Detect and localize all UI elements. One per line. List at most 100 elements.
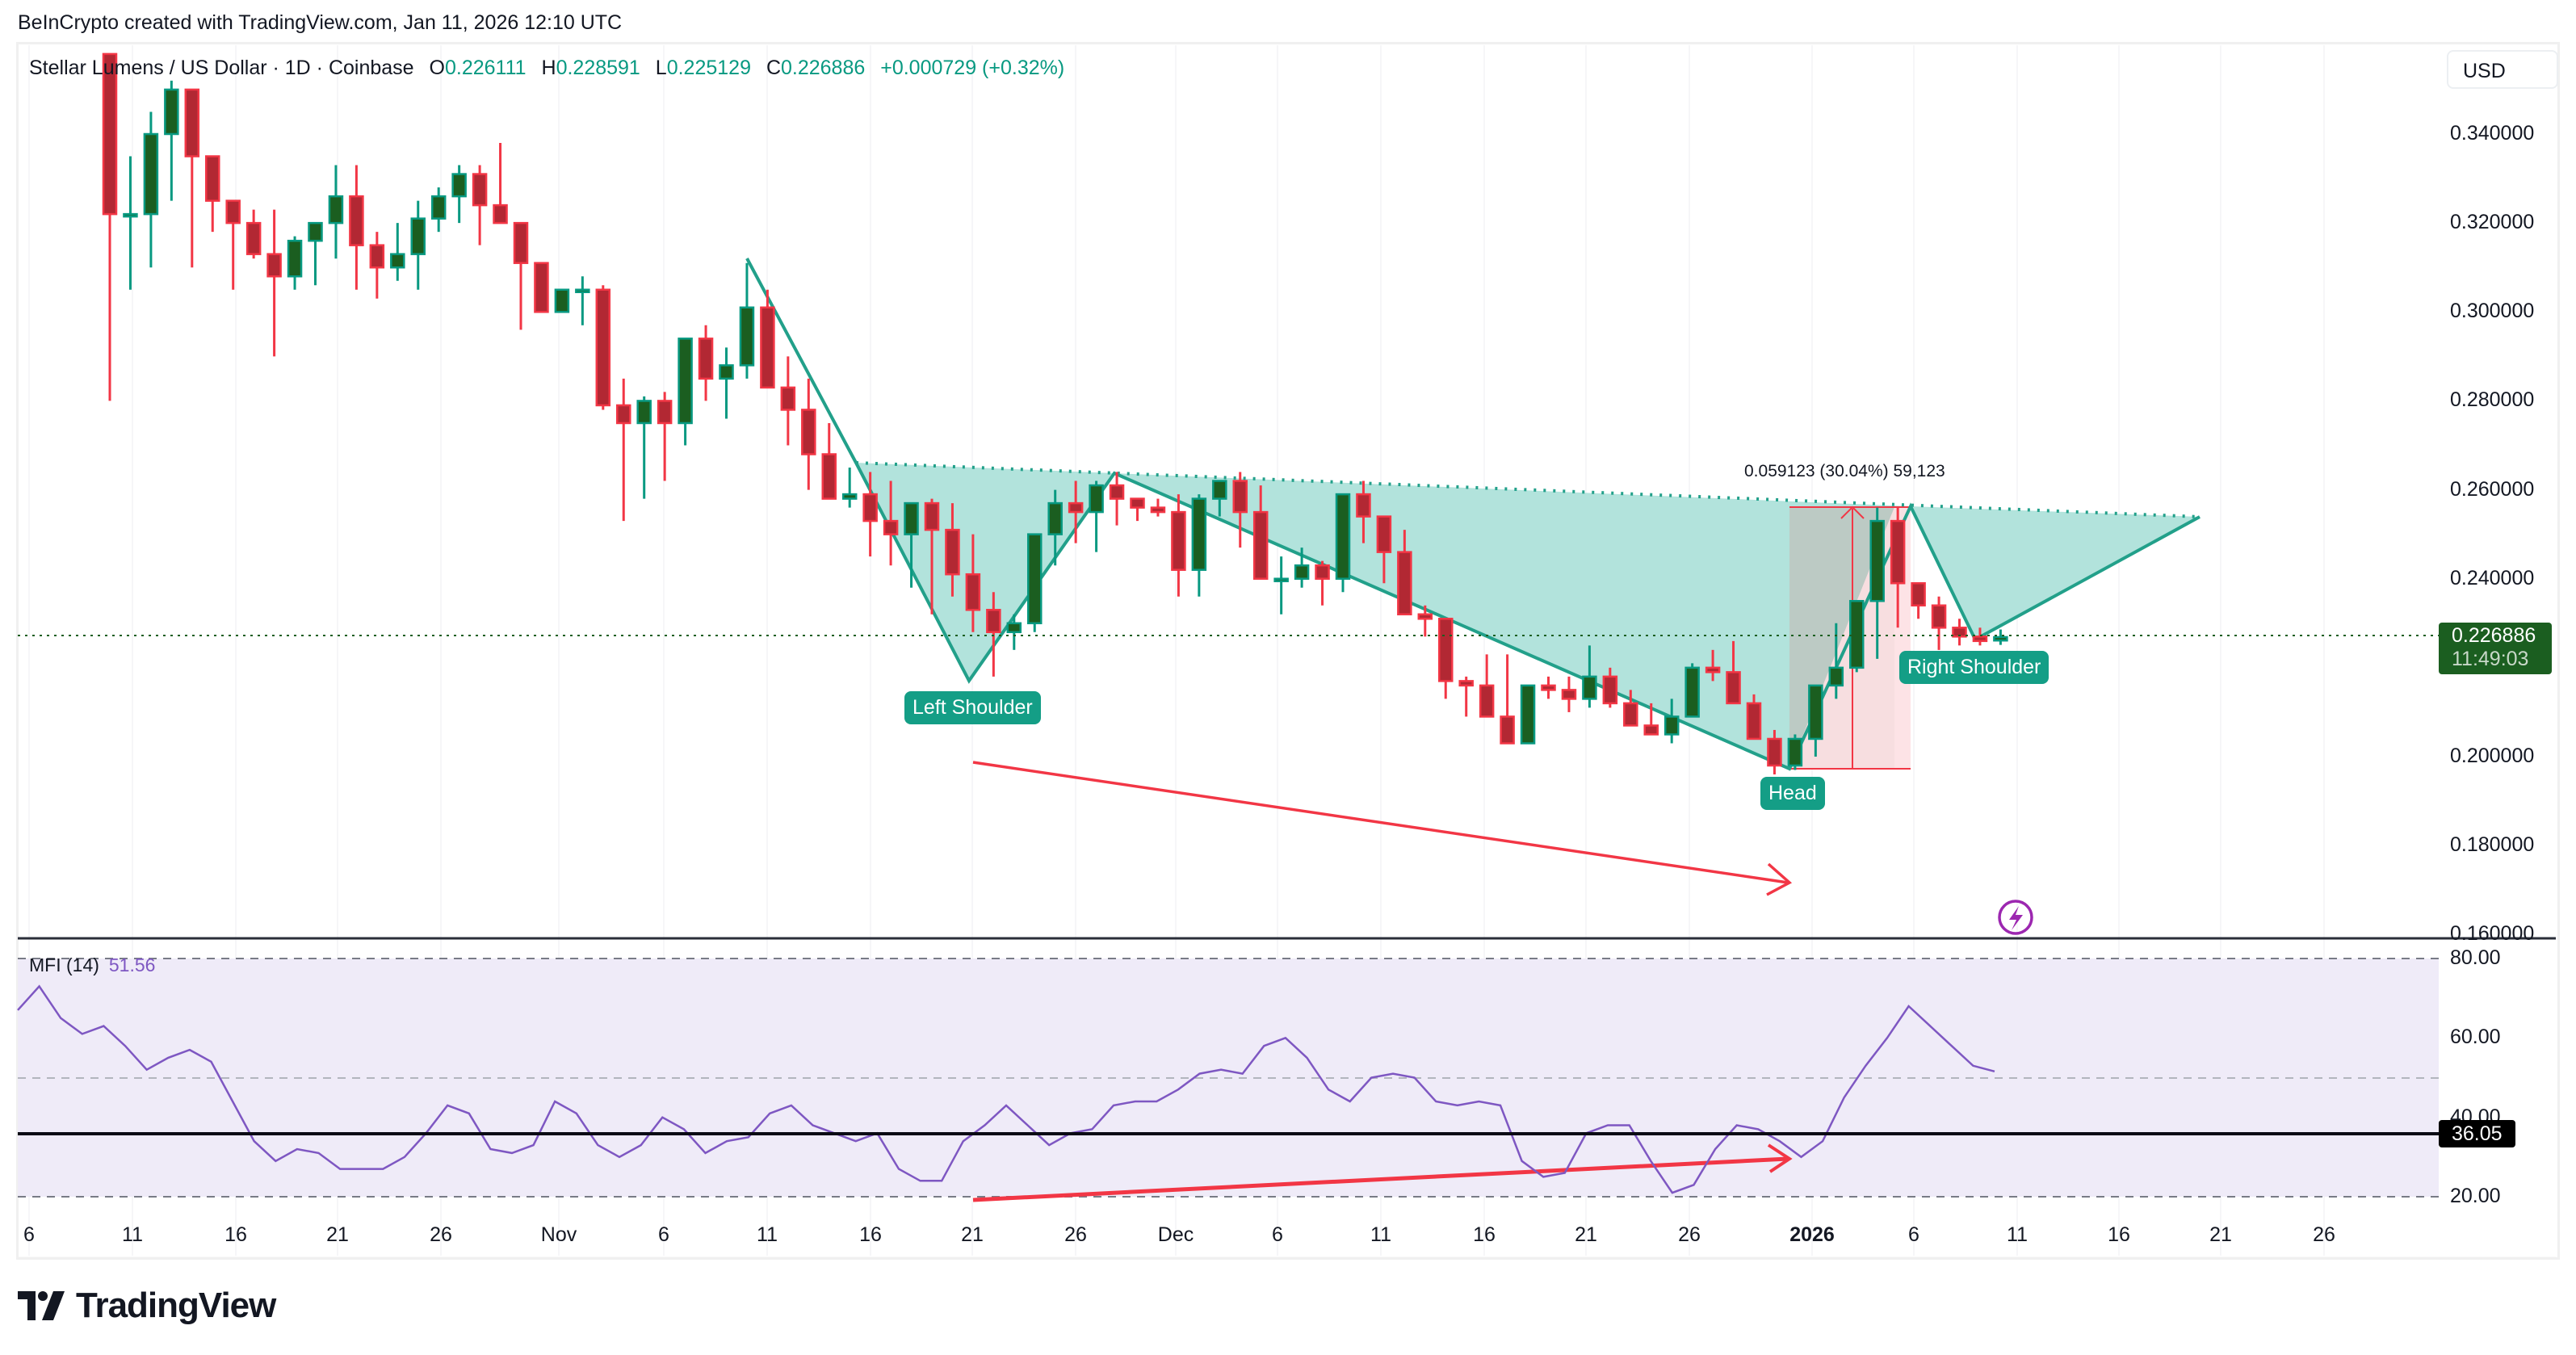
symbol-title[interactable]: Stellar Lumens / US Dollar · 1D · Coinba… <box>29 57 414 79</box>
measure-readout: 0.059123 (30.04%) 59,123 <box>1744 462 1945 480</box>
mfi-title: MFI (14) <box>29 954 99 975</box>
price-tick: 0.340000 <box>2450 122 2535 145</box>
time-tick: 26 <box>1678 1223 1701 1246</box>
candle <box>451 173 467 198</box>
candle <box>1417 613 1433 620</box>
candle <box>513 221 529 264</box>
time-tick: 16 <box>2108 1223 2130 1246</box>
candle <box>1047 501 1063 535</box>
candle <box>102 52 118 216</box>
price-tick: 0.260000 <box>2450 477 2535 501</box>
candle <box>1520 684 1536 745</box>
time-tick: 11 <box>757 1223 778 1246</box>
time-tick: 21 <box>961 1223 984 1246</box>
candle <box>1212 480 1227 500</box>
candle <box>1849 600 1865 669</box>
candles-layer <box>102 52 2008 775</box>
mfi-legend[interactable]: MFI (14) 51.56 <box>29 954 155 976</box>
candle <box>1911 581 1926 607</box>
candle <box>1623 702 1638 727</box>
candle <box>430 195 447 220</box>
candle <box>1643 724 1659 736</box>
candle <box>205 155 220 202</box>
candle <box>245 221 262 255</box>
candle <box>1006 622 1022 634</box>
candle <box>349 195 364 246</box>
time-tick: 16 <box>224 1223 247 1246</box>
time-tick: 6 <box>1272 1223 1283 1246</box>
candle <box>493 203 508 224</box>
tradingview-logo-icon <box>18 1291 65 1320</box>
left-shoulder-label[interactable]: Left Shoulder <box>904 691 1041 724</box>
candle <box>266 253 282 278</box>
candle <box>410 217 426 255</box>
candle <box>1726 671 1741 705</box>
time-tick: 2026 <box>1789 1223 1835 1246</box>
candle <box>698 338 714 380</box>
candle <box>369 244 385 269</box>
candle <box>1684 666 1700 718</box>
candle <box>1252 510 1269 580</box>
candle <box>1089 484 1104 514</box>
time-tick: 26 <box>2313 1223 2335 1246</box>
price-tick: 0.240000 <box>2450 566 2535 589</box>
candle <box>965 573 981 611</box>
time-tick: 26 <box>430 1223 452 1246</box>
mfi-value: 51.56 <box>108 954 156 975</box>
price-tick: 0.300000 <box>2450 300 2535 323</box>
candle <box>1356 493 1371 518</box>
mfi-divergence-arrow <box>972 1143 1793 1202</box>
candle <box>780 386 796 411</box>
candle <box>1150 506 1166 514</box>
candle <box>1705 666 1721 673</box>
time-tick: Nov <box>540 1223 577 1246</box>
candle <box>1109 484 1125 500</box>
candle <box>636 400 652 425</box>
candle <box>1068 501 1084 514</box>
candle <box>1993 636 2008 642</box>
candle <box>1767 737 1782 767</box>
mfi-line <box>17 984 1995 1194</box>
candle <box>1191 497 1207 571</box>
candle <box>739 306 755 367</box>
candle <box>801 409 816 455</box>
time-tick: 26 <box>1064 1223 1087 1246</box>
candle <box>986 609 1001 634</box>
candle <box>657 400 673 425</box>
candle <box>760 306 775 389</box>
tradingview-logo[interactable]: TradingView <box>18 1286 276 1326</box>
candle <box>719 364 734 380</box>
current-price-badge: 0.226886 11:49:03 <box>2439 623 2552 674</box>
low-value: 0.225129 <box>666 57 751 79</box>
candle <box>595 288 611 407</box>
open-value: 0.226111 <box>444 57 527 79</box>
candle <box>1808 684 1823 740</box>
price-tick: 0.320000 <box>2450 211 2535 234</box>
candle <box>225 199 241 224</box>
candle <box>575 288 590 293</box>
currency-button[interactable]: USD <box>2447 50 2558 89</box>
candle <box>1561 689 1577 700</box>
price-divergence-arrow <box>972 761 1793 896</box>
candle <box>1602 675 1618 705</box>
time-tick: Dec <box>1157 1223 1194 1246</box>
time-tick: 16 <box>859 1223 882 1246</box>
price-tick: 0.200000 <box>2450 745 2535 767</box>
head-label[interactable]: Head <box>1760 777 1825 810</box>
right-shoulder-label[interactable]: Right Shoulder <box>1899 651 2049 684</box>
candle <box>821 453 837 500</box>
candle <box>1273 577 1289 582</box>
candle <box>554 288 570 313</box>
candle <box>1130 497 1145 509</box>
time-tick: 21 <box>326 1223 349 1246</box>
candle <box>1438 618 1454 682</box>
close-value: 0.226886 <box>781 57 866 79</box>
time-tick: 16 <box>1473 1223 1496 1246</box>
time-tick: 6 <box>23 1223 35 1246</box>
candle <box>1376 515 1392 553</box>
candle <box>678 338 693 425</box>
lightning-icon[interactable] <box>1998 900 2033 935</box>
time-tick: 21 <box>2209 1223 2232 1246</box>
symbol-legend: Stellar Lumens / US Dollar · 1D · Coinba… <box>29 57 1065 79</box>
